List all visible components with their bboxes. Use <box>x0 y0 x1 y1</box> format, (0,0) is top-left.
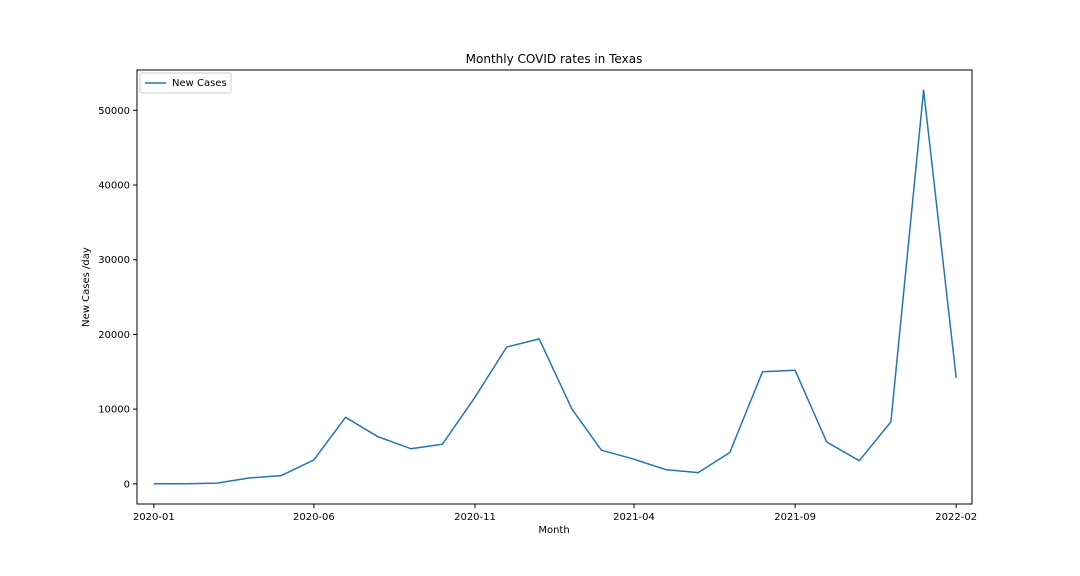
x-tick-label: 2022-02 <box>935 512 977 523</box>
x-tick-label: 2020-01 <box>133 512 175 523</box>
y-tick-label: 30000 <box>98 255 130 266</box>
y-tick-label: 10000 <box>98 405 130 416</box>
series-line-0 <box>153 89 957 485</box>
legend: New Cases <box>139 72 232 94</box>
x-tick-label: 2020-11 <box>454 512 496 523</box>
legend-label: New Cases <box>172 78 227 89</box>
x-tick-label: 2021-09 <box>774 512 816 523</box>
y-tick-label: 40000 <box>98 181 130 192</box>
legend-box <box>139 72 232 94</box>
y-axis-label: New Cases /day <box>81 247 92 327</box>
chart-title: Monthly COVID rates in Texas <box>466 52 643 66</box>
y-tick-label: 20000 <box>98 330 130 341</box>
x-axis-label: Month <box>538 525 569 536</box>
plot-frame <box>136 69 973 505</box>
x-tick-label: 2020-06 <box>293 512 335 523</box>
plot-area: 2020-01 2020-06 2020-11 2021-04 2021-09 2022-… <box>98 89 977 523</box>
y-tick-label: 0 <box>124 479 130 490</box>
y-tick-label: 50000 <box>98 106 130 117</box>
x-tick-label: 2021-04 <box>613 512 655 523</box>
